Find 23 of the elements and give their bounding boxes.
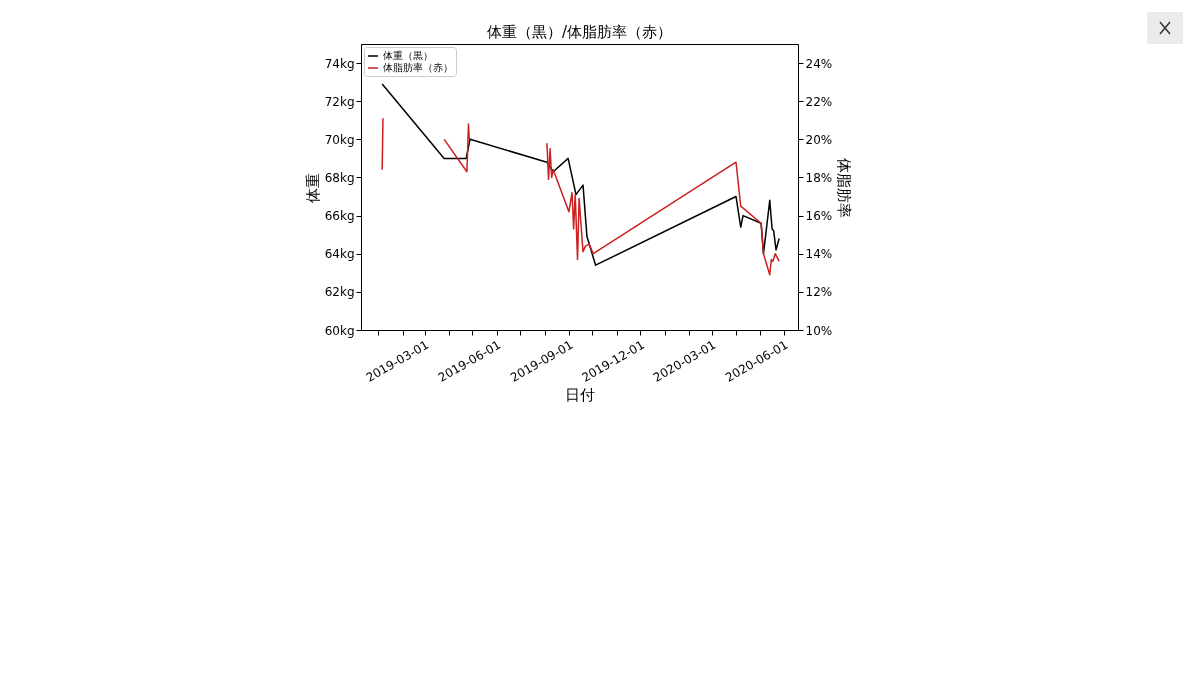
y-tick-label: 68kg [324,170,355,185]
y-tick-label: 74kg [324,56,355,71]
y2-tick-label: 24% [805,56,833,71]
y2-tick-label: 22% [805,94,833,109]
y-tick-label: 70kg [324,132,355,147]
y-axis-title: 体重 [303,172,322,203]
y2-tick-label: 18% [805,170,833,185]
y2-tick-label: 20% [805,132,833,147]
y-tick-label: 64kg [324,247,355,262]
y-tick-label: 60kg [324,323,355,338]
y-tick-label: 66kg [324,209,355,224]
x-axis-title: 日付 [565,385,595,404]
legend-label: 体重（黒） [383,50,433,61]
y2-tick-label: 10% [805,323,833,338]
line-series [381,83,780,266]
y2-tick-label: 14% [805,247,833,262]
y-tick-label: 72kg [324,94,355,109]
y-tick-label: 62kg [324,285,355,300]
chart-title: 体重（黒）/体脂肪率（赤） [486,23,673,41]
y2-axis-title: 体脂肪率 [835,157,854,218]
y2-tick-label: 16% [805,209,833,224]
legend-label: 体脂肪率（赤） [383,62,453,73]
y2-tick-label: 12% [805,285,833,300]
